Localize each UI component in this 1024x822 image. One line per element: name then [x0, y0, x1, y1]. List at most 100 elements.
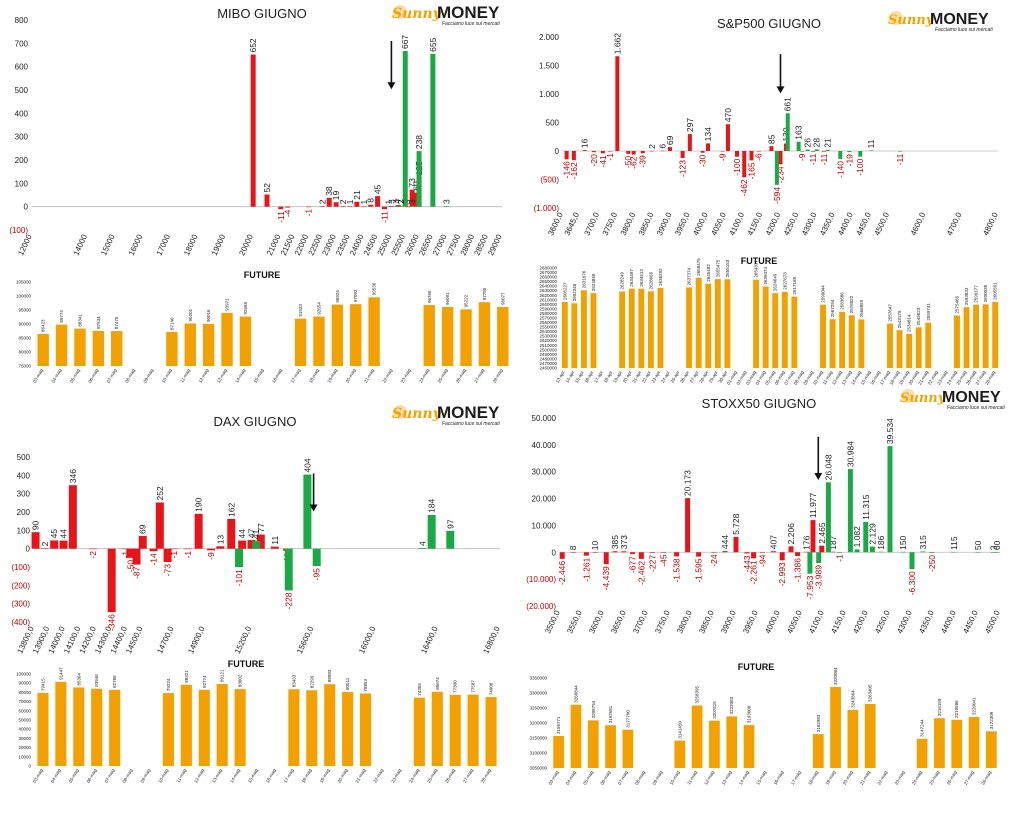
call-bar [570, 552, 576, 553]
bar-value-label: 404 [302, 458, 312, 472]
y-tick-label: (400) [11, 618, 30, 627]
bar-value-label: 385 [610, 535, 620, 549]
future-y-tick-label: 2520000 [539, 338, 557, 343]
mibo-chart-title: MIBO GIUGNO [217, 6, 307, 21]
bar-value-label: -20 [589, 154, 599, 167]
future-bar [342, 691, 354, 766]
future-y-tick-label: 2500000 [539, 347, 557, 352]
future-bar [37, 692, 49, 766]
put-bar [418, 547, 427, 549]
future-bar [916, 738, 928, 768]
future-bar-value-label: 3193000 [747, 705, 752, 723]
future-x-tick-label: 24-apr [660, 370, 671, 384]
call-bar [285, 206, 291, 208]
call-bar [50, 540, 59, 549]
call-bar [163, 548, 172, 563]
future-y-tick-label: 60000 [18, 708, 31, 713]
future-bar-value-label: 2602346 [572, 283, 577, 301]
bar-value-label: 45 [49, 529, 59, 539]
put-bar [805, 149, 810, 151]
bar-value-label: -1.595 [694, 558, 704, 582]
call-bar [720, 151, 725, 152]
future-bar [638, 288, 645, 368]
bar-value-label: -1 [303, 209, 313, 217]
bar-value-label: -2.446 [557, 561, 567, 585]
future-bar [985, 731, 997, 768]
future-bar-value-label: 2654337 [754, 260, 759, 278]
bar-value-label: -9 [206, 552, 216, 560]
bar-value-label: -443 [742, 555, 752, 572]
future-y-tick-label: 85000 [18, 336, 31, 341]
bar-value-label: 1 [345, 199, 355, 204]
call-bar [207, 548, 216, 551]
call-bar [278, 206, 284, 210]
bar-value-label: -3.989 [814, 565, 824, 589]
future-bar-value-label: 3220041 [972, 697, 977, 715]
future-bar-value-label: 3147244 [920, 719, 925, 737]
bar-value-label: -594 [772, 187, 782, 204]
bar-value-label: 11.315 [861, 494, 871, 520]
call-bar [822, 151, 826, 152]
future-bar [460, 309, 472, 366]
bar-value-label: 11 [270, 536, 280, 545]
put-bar [402, 51, 408, 207]
put-bar [869, 546, 875, 553]
call-bar [735, 151, 739, 157]
bar-value-label: 26 [803, 138, 813, 148]
bar-value-label: -11 [808, 153, 818, 165]
future-bar-value-label: 3207615 [712, 701, 717, 719]
future-bar [360, 693, 372, 766]
future-bar-value-label: 93971 [225, 298, 230, 311]
future-bar [709, 720, 720, 768]
sunny-money-logo-4: Sunny MONEY Facciamo luce sui mercati [900, 389, 1006, 411]
future-bar [55, 681, 67, 766]
future-x-tick-label: 22-apr [641, 370, 652, 384]
put-bar [825, 149, 830, 151]
bar-value-label: 186 [876, 535, 886, 549]
bar-value-label: -140 [835, 161, 845, 178]
bar-value-label: -11 [819, 153, 829, 165]
call-bar [250, 54, 256, 207]
put-bar [816, 552, 822, 563]
call-bar [685, 498, 691, 553]
svg-text:Facciamo luce sui mercati: Facciamo luce sui mercati [442, 21, 501, 27]
bar-value-label: 3 [386, 199, 396, 204]
call-bar [649, 150, 654, 152]
future-bar [963, 307, 970, 368]
svg-text:Facciamo luce sui mercati: Facciamo luce sui mercati [947, 405, 1006, 411]
put-bar [929, 552, 935, 553]
future-bar [915, 327, 922, 368]
call-bar [121, 548, 130, 550]
y-tick-label: (1.000) [534, 204, 560, 213]
future-bar-value-label: 2628249 [620, 272, 625, 290]
bar-value-label: -19 [844, 154, 854, 167]
future-x-tick-label: 16-apr [584, 370, 595, 384]
call-bar [706, 143, 710, 151]
y-tick-label: 100 [17, 526, 31, 535]
future-x-tick-label: 18-apr [603, 370, 614, 384]
future-bar-value-label: 2583686 [840, 292, 845, 310]
y-tick-label: (200) [11, 581, 30, 590]
future-bar-value-label: 3162983 [816, 714, 821, 732]
future-bar-value-label: 3208794 [591, 700, 596, 718]
future-y-tick-label: 3150000 [529, 736, 547, 741]
call-bar [696, 552, 702, 557]
future-bar-value-label: 90016 [206, 309, 211, 322]
y-tick-label: 500 [15, 86, 29, 95]
call-bar [667, 147, 672, 151]
put-bar [990, 552, 996, 553]
put-bar [312, 548, 321, 567]
bar-value-label: 667 [400, 35, 410, 49]
bar-value-label: 1.082 [852, 526, 862, 548]
future-bar [887, 323, 893, 368]
call-bar [615, 56, 620, 151]
bar-value-label: -250 [927, 555, 937, 572]
future-bar [216, 684, 228, 766]
future-bar [109, 689, 121, 766]
call-bar [591, 151, 596, 153]
future-bar [570, 704, 582, 768]
y-tick-label: (100) [11, 563, 30, 572]
future-bar [55, 324, 68, 366]
future-bar-value-label: 92668 [243, 302, 248, 315]
